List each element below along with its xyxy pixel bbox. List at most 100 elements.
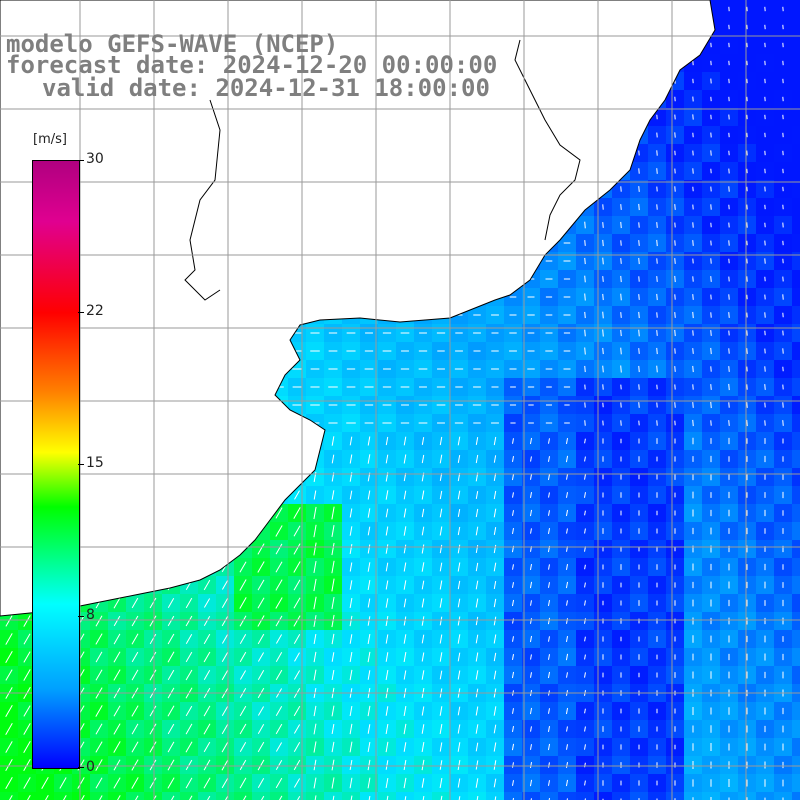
wind-arrow <box>367 651 371 663</box>
wind-arrow <box>167 598 175 608</box>
wind-arrow <box>547 473 551 481</box>
wind-arrow <box>512 438 514 444</box>
wind-arrow <box>476 795 479 800</box>
wind-arrow <box>203 670 211 680</box>
wind-arrow <box>293 759 301 771</box>
wind-arrow <box>566 528 568 534</box>
wind-arrow <box>548 564 550 570</box>
wind-arrow <box>23 759 31 771</box>
wind-arrow <box>475 616 479 626</box>
wind-arrow <box>566 492 568 498</box>
wind-arrow <box>620 258 622 264</box>
wind-arrow <box>547 617 551 625</box>
wind-arrow <box>275 777 283 789</box>
wind-arrow <box>293 778 301 788</box>
wind-arrow <box>275 634 283 644</box>
wind-arrow <box>5 705 13 717</box>
wind-arrow <box>331 777 335 789</box>
wind-arrow <box>23 669 31 681</box>
wind-arrow <box>257 670 265 680</box>
wind-arrow <box>313 777 317 789</box>
wind-arrow <box>23 705 31 717</box>
wind-arrow <box>457 759 461 771</box>
wind-arrow <box>421 526 425 536</box>
wind-arrow <box>547 743 551 751</box>
wind-cell <box>72 792 90 800</box>
wind-arrow <box>313 596 317 610</box>
wind-arrow <box>331 578 335 592</box>
wind-arrow <box>584 329 586 337</box>
wind-arrow <box>23 615 31 627</box>
wind-arrow <box>530 798 532 800</box>
wind-arrow <box>149 615 157 627</box>
wind-arrow <box>584 726 586 732</box>
colorbar-tick <box>78 160 84 161</box>
wind-arrow <box>602 239 604 247</box>
wind-arrow <box>530 672 532 678</box>
wind-arrow <box>547 599 551 607</box>
wind-arrow <box>620 221 622 229</box>
wind-arrow <box>5 651 13 663</box>
wind-arrow <box>385 706 389 716</box>
wind-arrow <box>638 257 640 265</box>
wind-arrow <box>167 759 175 771</box>
wind-arrow <box>385 777 389 789</box>
wind-arrow <box>439 634 443 644</box>
wind-arrow <box>313 633 317 645</box>
wind-arrow <box>367 579 371 591</box>
wind-arrow <box>421 454 425 464</box>
wind-arrow <box>710 276 712 282</box>
wind-arrow <box>185 759 193 771</box>
wind-arrow <box>457 526 461 536</box>
wind-cell <box>792 198 800 216</box>
wind-arrow <box>584 582 586 588</box>
wind-arrow <box>44 795 49 800</box>
wind-arrow <box>385 760 389 770</box>
wind-arrow <box>331 596 335 610</box>
wind-cell <box>792 702 800 720</box>
wind-arrow <box>275 597 283 609</box>
wind-arrow <box>278 795 283 800</box>
wind-arrow <box>620 312 622 318</box>
wind-arrow <box>26 795 31 800</box>
wind-arrow <box>331 490 335 500</box>
wind-arrow <box>149 597 157 609</box>
wind-arrow <box>475 634 479 644</box>
wind-arrow <box>131 669 139 681</box>
wind-arrow <box>5 759 13 771</box>
wind-arrow <box>547 726 551 732</box>
wind-cell <box>432 792 450 800</box>
wind-cell <box>792 162 800 180</box>
wind-cell <box>792 252 800 270</box>
wind-arrow <box>584 798 586 800</box>
wind-arrow <box>313 669 317 681</box>
wind-arrow <box>493 455 497 463</box>
wind-arrow <box>403 562 407 572</box>
wind-arrow <box>149 651 157 663</box>
wind-arrow <box>403 705 407 717</box>
wind-arrow <box>728 420 730 426</box>
wind-arrow <box>584 618 586 624</box>
wind-cell <box>270 792 288 800</box>
wind-arrow <box>566 672 568 678</box>
wind-arrow <box>23 741 31 753</box>
wind-arrow <box>493 508 497 518</box>
wind-cell <box>792 72 800 90</box>
wind-arrow <box>512 492 514 498</box>
wind-arrow <box>331 525 335 537</box>
wind-arrow <box>692 419 694 427</box>
wind-cell <box>594 792 612 800</box>
wind-arrow <box>493 742 497 752</box>
wind-arrow <box>385 652 389 662</box>
wind-arrow <box>692 348 694 354</box>
wind-arrow <box>95 651 103 663</box>
wind-arrow <box>439 670 443 680</box>
wind-arrow <box>674 258 676 264</box>
wind-arrow <box>350 795 353 800</box>
wind-arrow <box>293 705 301 717</box>
wind-arrow <box>548 582 550 588</box>
wind-arrow <box>511 527 515 535</box>
wind-arrow <box>257 561 265 573</box>
model-title: modelo GEFS-WAVE (NCEP) <box>6 30 339 58</box>
